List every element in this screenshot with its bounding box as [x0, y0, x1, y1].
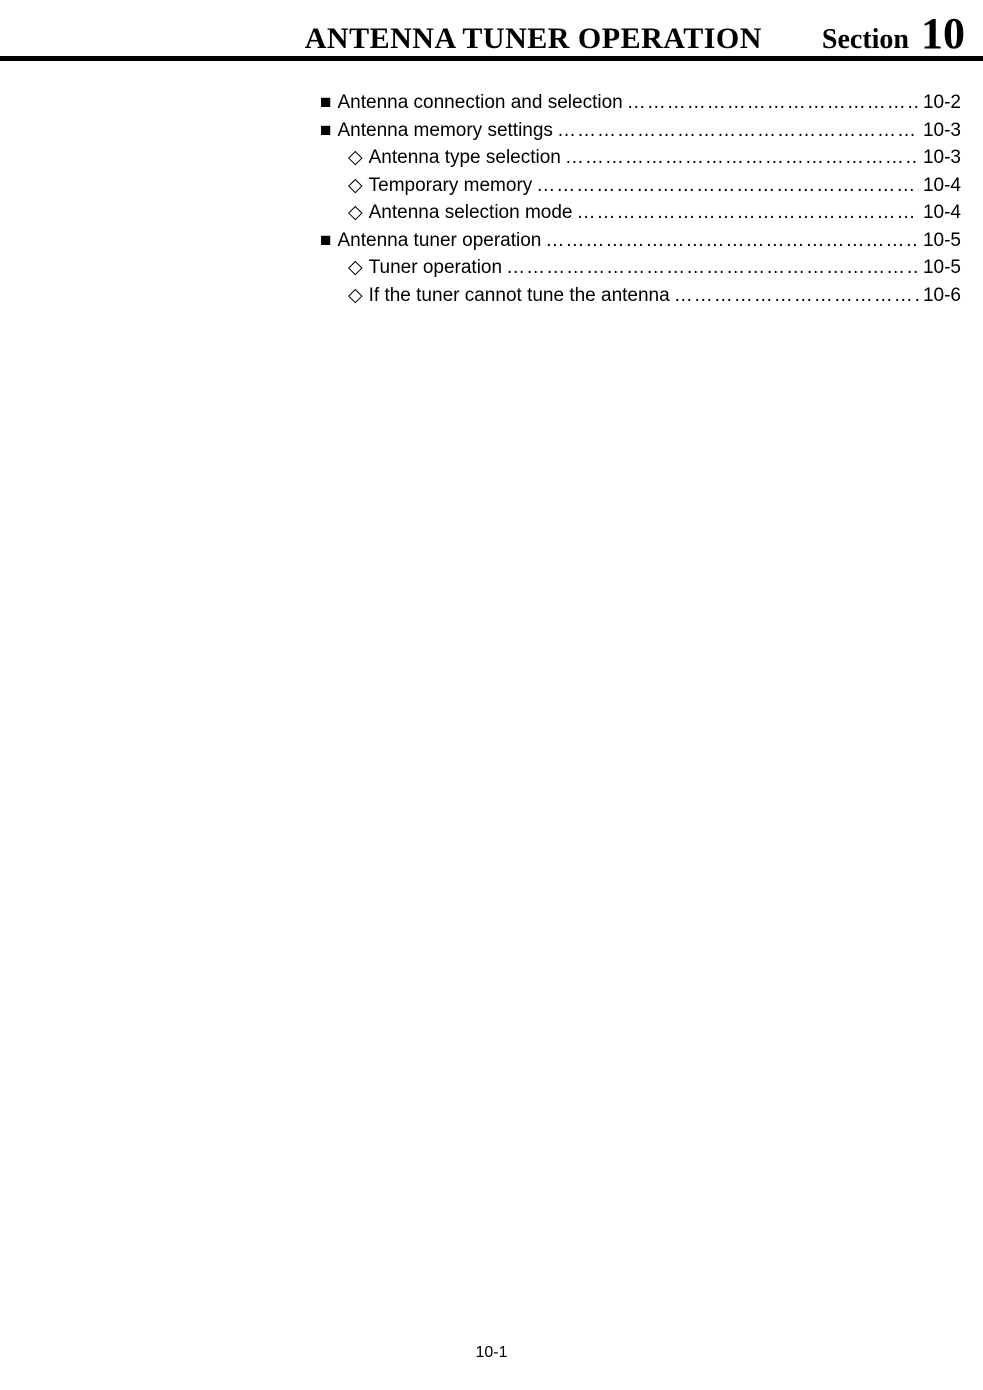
toc-entry-text: Antenna connection and selection: [337, 89, 622, 117]
diamond-bullet-icon: ◇: [348, 282, 363, 310]
toc-row: ■Antenna connection and selection 10-2: [320, 89, 961, 117]
toc-page-number: 10-4: [923, 172, 961, 200]
toc-row: ◇If the tuner cannot tune the antenna 10…: [320, 282, 961, 310]
toc-page-number: 10-3: [923, 144, 961, 172]
toc-page-number: 10-5: [923, 254, 961, 282]
page-number: 10-1: [475, 1344, 507, 1361]
square-bullet-icon: ■: [320, 227, 331, 255]
toc-leader-dots: [536, 172, 919, 200]
header-title: ANTENNA TUNER OPERATION: [305, 22, 762, 56]
toc-leader-dots: [577, 199, 919, 227]
toc-row: ■Antenna memory settings 10-3: [320, 117, 961, 145]
page-header: ANTENNA TUNER OPERATION Section 10: [0, 0, 983, 61]
diamond-bullet-icon: ◇: [348, 172, 363, 200]
toc-leader-dots: [557, 117, 919, 145]
table-of-contents: ■Antenna connection and selection 10-2■A…: [320, 89, 961, 309]
toc-row: ◇Antenna selection mode 10-4: [320, 199, 961, 227]
toc-page-number: 10-4: [923, 199, 961, 227]
section-number: 10: [921, 12, 965, 56]
toc-page-number: 10-6: [923, 282, 961, 310]
toc-entry-text: Tuner operation: [369, 254, 502, 282]
diamond-bullet-icon: ◇: [348, 144, 363, 172]
toc-leader-dots: [565, 144, 919, 172]
square-bullet-icon: ■: [320, 117, 331, 145]
diamond-bullet-icon: ◇: [348, 199, 363, 227]
toc-row: ■Antenna tuner operation 10-5: [320, 227, 961, 255]
toc-row: ◇Antenna type selection 10-3: [320, 144, 961, 172]
section-label: Section: [822, 24, 909, 56]
toc-leader-dots: [674, 282, 919, 310]
square-bullet-icon: ■: [320, 89, 331, 117]
toc-page-number: 10-3: [923, 117, 961, 145]
toc-row: ◇Tuner operation 10-5: [320, 254, 961, 282]
toc-entry-text: Antenna selection mode: [369, 199, 573, 227]
toc-page-number: 10-5: [923, 227, 961, 255]
page-footer: 10-1: [0, 1344, 983, 1362]
toc-entry-text: If the tuner cannot tune the antenna: [369, 282, 670, 310]
toc-page-number: 10-2: [923, 89, 961, 117]
toc-entry-text: Antenna tuner operation: [337, 227, 541, 255]
toc-leader-dots: [627, 89, 919, 117]
toc-entry-text: Antenna type selection: [369, 144, 561, 172]
diamond-bullet-icon: ◇: [348, 254, 363, 282]
toc-leader-dots: [506, 254, 919, 282]
toc-leader-dots: [545, 227, 919, 255]
toc-row: ◇Temporary memory 10-4: [320, 172, 961, 200]
toc-entry-text: Antenna memory settings: [337, 117, 552, 145]
toc-entry-text: Temporary memory: [369, 172, 533, 200]
